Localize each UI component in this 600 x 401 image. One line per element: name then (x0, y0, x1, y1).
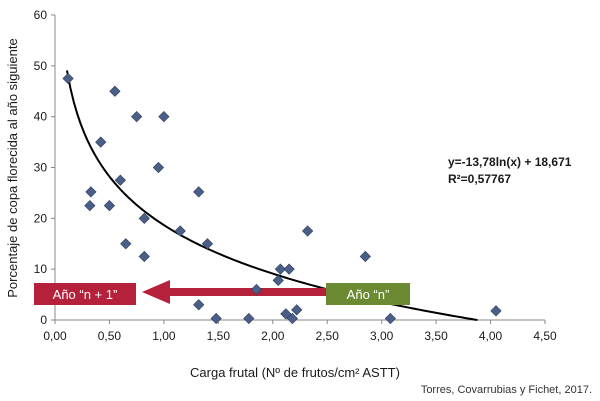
arrow-annotation (142, 280, 326, 304)
data-point (103, 200, 116, 212)
data-point (138, 212, 150, 224)
data-point (283, 263, 295, 275)
label-year-n1: Año “n + 1” (34, 283, 136, 305)
y-axis-ticks: 0 10 20 30 40 50 60 (34, 8, 55, 327)
x-tick-label: 4,50 (533, 329, 557, 343)
data-point (120, 238, 132, 250)
x-tick-label: 3,50 (424, 329, 448, 343)
trend-equation: y=-13,78ln(x) + 18,671 (448, 155, 572, 169)
data-point (210, 312, 222, 325)
data-point (138, 250, 150, 263)
data-point (84, 200, 96, 212)
x-tick-label: 0,00 (43, 329, 67, 343)
data-point (152, 161, 165, 174)
arrow-head (142, 280, 170, 304)
x-tick-label: 1,00 (152, 329, 176, 343)
data-point (109, 85, 121, 97)
data-point (114, 174, 126, 186)
y-tick-label: 50 (34, 59, 48, 73)
x-tick-label: 2,00 (261, 329, 285, 343)
label-year-n1-text: Año “n + 1” (53, 287, 118, 302)
data-point (490, 305, 502, 317)
y-tick-label: 30 (34, 161, 48, 175)
x-tick-label: 3,00 (370, 329, 394, 343)
data-point (174, 225, 186, 237)
label-year-n-box (326, 283, 410, 305)
data-point (243, 312, 255, 325)
trend-r-squared: R²=0,57767 (448, 172, 511, 186)
y-tick-label: 40 (34, 110, 48, 124)
data-point (193, 186, 205, 198)
data-point (384, 312, 397, 325)
x-tick-label: 0,50 (98, 329, 122, 343)
trendline (65, 70, 478, 322)
label-year-n1-box (34, 283, 136, 305)
x-tick-label: 2,50 (316, 329, 340, 343)
data-point (274, 263, 287, 275)
arrow-shaft (168, 288, 326, 296)
y-axis-title: Porcentaje de copa florecida al año sigu… (5, 38, 20, 297)
x-tick-label: 1,50 (207, 329, 231, 343)
data-point (201, 238, 214, 250)
data-point (158, 111, 170, 123)
y-tick-label: 0 (40, 313, 47, 327)
data-point (286, 312, 299, 325)
x-axis-title: Carga frutal (Nº de frutos/cm² ASTT) (190, 365, 400, 380)
y-tick-label: 20 (34, 211, 48, 225)
source-citation: Torres, Covarrubias y Fichet, 2017. (421, 384, 592, 396)
data-point (250, 283, 263, 296)
x-tick-label: 4,00 (479, 329, 503, 343)
data-point (85, 186, 97, 198)
data-point (359, 250, 371, 263)
data-point (95, 136, 107, 148)
x-axis-ticks: 0,00 0,50 1,00 1,50 2,00 2,50 3,00 3,50 4,00 4,50 (43, 320, 557, 343)
y-tick-label: 60 (34, 8, 48, 22)
data-point (62, 72, 74, 85)
label-year-n: Año “n” (326, 283, 410, 305)
data-points (62, 72, 502, 325)
data-point (193, 299, 205, 311)
data-point (272, 274, 284, 286)
label-year-n-text: Año “n” (347, 287, 390, 302)
y-tick-label: 10 (34, 262, 48, 276)
data-point (301, 225, 314, 237)
data-point (280, 308, 292, 320)
data-point (131, 111, 143, 123)
data-point (291, 304, 303, 316)
